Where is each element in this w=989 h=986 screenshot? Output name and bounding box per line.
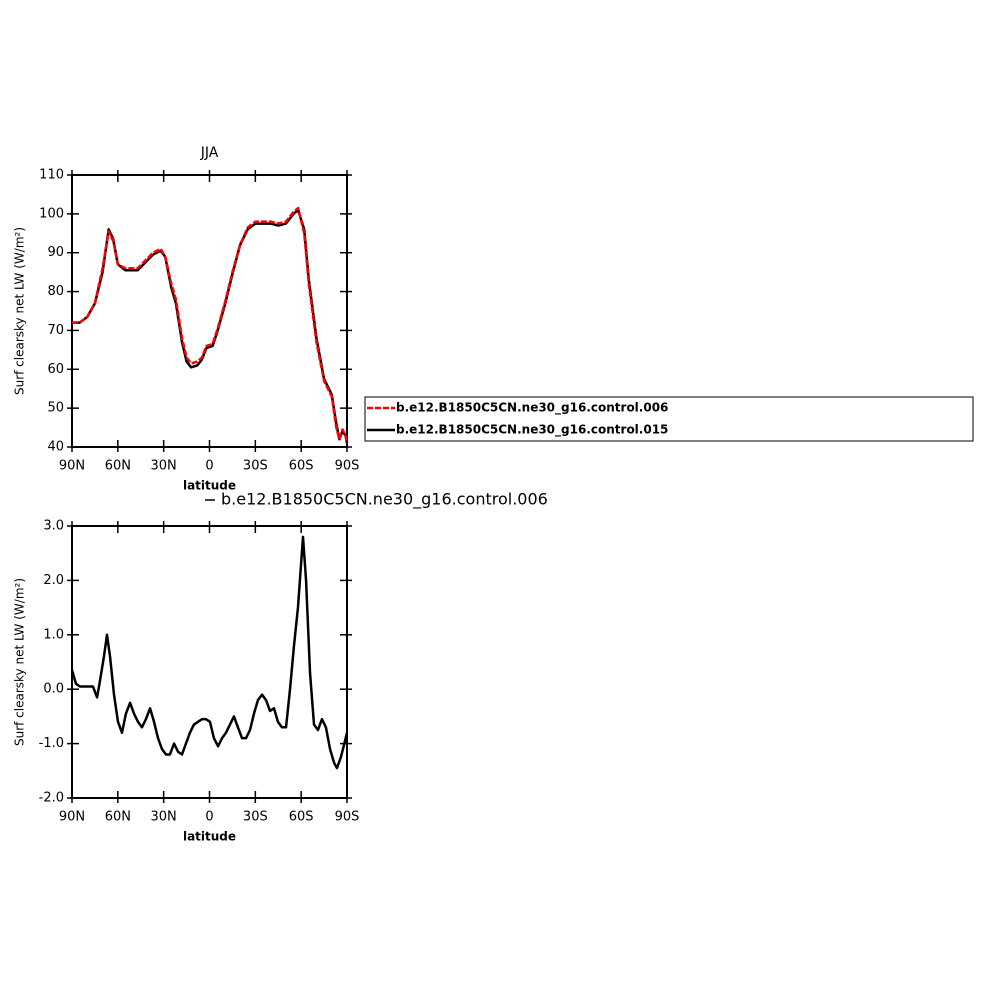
x-tick-label: 90N xyxy=(59,810,85,825)
plot-frame xyxy=(71,525,348,799)
x-tick-label: 30S xyxy=(243,810,268,825)
x-tick-label: 30N xyxy=(151,810,177,825)
chart-title: JJA xyxy=(200,145,219,161)
y-tick-label: 100 xyxy=(39,206,64,221)
legend-label: b.e12.B1850C5CN.ne30_g16.control.006 xyxy=(221,490,548,510)
x-tick-label: 90S xyxy=(335,459,360,474)
y-tick-label: 0.0 xyxy=(43,682,64,697)
y-tick-label: 60 xyxy=(47,362,64,377)
legend-label: b.e12.B1850C5CN.ne30_g16.control.015 xyxy=(396,423,668,438)
x-tick-label: 0 xyxy=(205,459,213,474)
legend-box xyxy=(364,396,974,442)
data-line xyxy=(70,535,349,770)
y-axis-label: Surf clearsky net LW (W/m²) xyxy=(13,227,27,395)
data-line xyxy=(72,206,349,444)
x-tick-label: 30S xyxy=(243,459,268,474)
x-tick-label: 60N xyxy=(105,810,131,825)
x-axis-label: latitude xyxy=(183,830,236,844)
plot-frame xyxy=(71,174,348,448)
legend-label: b.e12.B1850C5CN.ne30_g16.control.006 xyxy=(396,401,668,416)
y-tick-label: -1.0 xyxy=(39,736,64,751)
y-tick-label: 2.0 xyxy=(43,573,64,588)
y-axis-label: Surf clearsky net LW (W/m²) xyxy=(13,578,27,746)
y-tick-label: 50 xyxy=(47,401,64,416)
y-tick-label: 90 xyxy=(47,245,64,260)
x-tick-label: 0 xyxy=(205,810,213,825)
x-tick-label: 30N xyxy=(151,459,177,474)
y-tick-label: 110 xyxy=(39,168,64,183)
y-tick-label: 70 xyxy=(47,323,64,338)
x-tick-label: 60S xyxy=(289,459,314,474)
x-tick-label: 60N xyxy=(105,459,131,474)
x-axis-label: latitude xyxy=(183,479,236,493)
y-tick-label: 40 xyxy=(47,440,64,455)
y-tick-label: 80 xyxy=(47,284,64,299)
y-tick-label: 1.0 xyxy=(43,627,64,642)
x-tick-label: 60S xyxy=(289,810,314,825)
y-tick-label: -2.0 xyxy=(39,791,64,806)
y-tick-label: 3.0 xyxy=(43,519,64,534)
x-tick-label: 90N xyxy=(59,459,85,474)
x-tick-label: 90S xyxy=(335,810,360,825)
